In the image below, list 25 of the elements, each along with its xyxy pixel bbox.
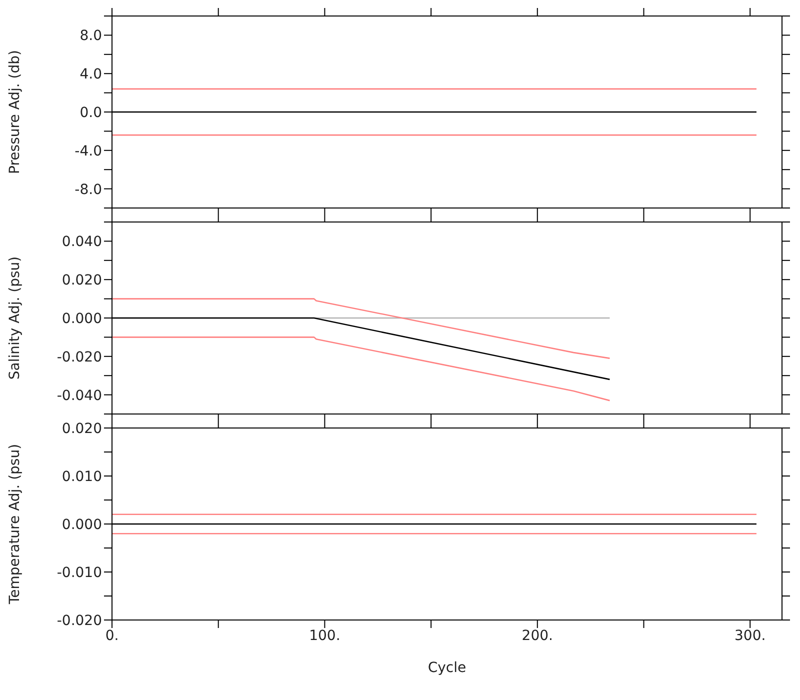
y-tick-label: 0.020 xyxy=(62,272,102,289)
y-tick-label: 0.040 xyxy=(62,234,102,250)
y-tick-label: -8.0 xyxy=(74,182,102,198)
y-tick-label: 0.0 xyxy=(80,104,102,121)
y-tick-label: 8.0 xyxy=(80,28,102,44)
x-tick-label: 0. xyxy=(105,628,119,644)
y-axis-title: Temperature Adj. (psu) xyxy=(6,444,23,606)
y-tick-label: -0.020 xyxy=(56,612,102,629)
line-series xyxy=(112,336,610,402)
y-tick-label: 0.000 xyxy=(62,310,102,327)
x-tick-label: 300. xyxy=(734,628,766,644)
y-axis-title: Pressure Adj. (db) xyxy=(6,50,23,174)
y-tick-label: -0.020 xyxy=(56,349,102,366)
y-tick-label: 0.020 xyxy=(62,420,102,437)
x-tick-label: 200. xyxy=(522,628,553,644)
y-tick-label: -0.040 xyxy=(56,388,102,404)
y-tick-label: 0.010 xyxy=(62,468,102,485)
y-tick-label: -4.0 xyxy=(74,143,102,160)
y-axis-title: Salinity Adj. (psu) xyxy=(6,256,23,380)
x-axis-title: Cycle xyxy=(428,660,466,676)
line-series xyxy=(112,298,610,359)
x-tick-label: 100. xyxy=(309,628,340,644)
y-tick-label: 4.0 xyxy=(80,66,102,83)
y-tick-label: -0.010 xyxy=(56,564,102,581)
y-tick-label: 0.000 xyxy=(62,516,102,533)
